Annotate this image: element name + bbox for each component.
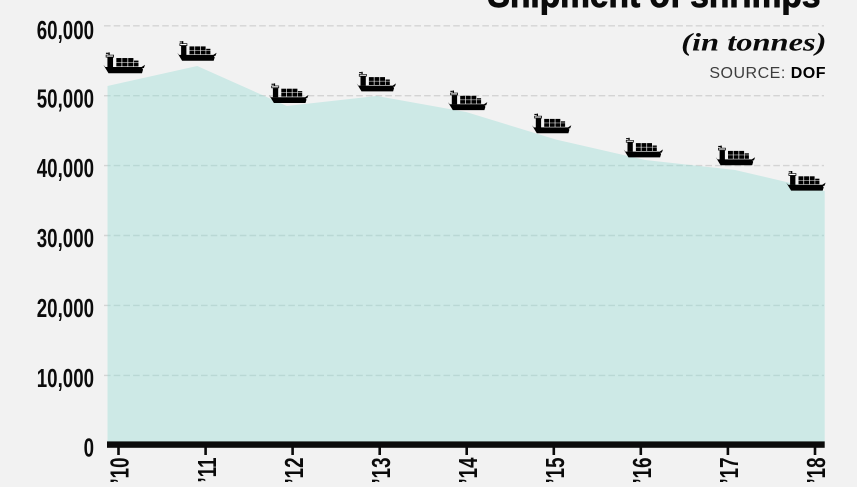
svg-text:50,000: 50,000 (37, 84, 94, 114)
svg-text:’16: ’16 (627, 458, 657, 483)
svg-text:10,000: 10,000 (37, 363, 94, 393)
svg-text:’10: ’10 (105, 458, 135, 483)
svg-text:SOURCE: DOF: SOURCE: DOF (709, 65, 826, 82)
svg-text:0: 0 (84, 432, 94, 462)
svg-text:(in tonnes): (in tonnes) (681, 29, 826, 57)
svg-text:20,000: 20,000 (37, 293, 94, 323)
svg-text:Shipment of shrimps: Shipment of shrimps (488, 0, 821, 15)
svg-text:’14: ’14 (453, 457, 483, 482)
svg-text:60,000: 60,000 (37, 15, 94, 45)
svg-text:’11: ’11 (192, 458, 222, 483)
svg-text:40,000: 40,000 (37, 153, 94, 183)
svg-text:’17: ’17 (714, 458, 744, 483)
svg-text:30,000: 30,000 (37, 223, 94, 253)
svg-text:’12: ’12 (279, 458, 309, 483)
svg-text:’15: ’15 (540, 458, 570, 483)
svg-text:’13: ’13 (366, 458, 396, 483)
svg-text:’18: ’18 (801, 458, 831, 483)
